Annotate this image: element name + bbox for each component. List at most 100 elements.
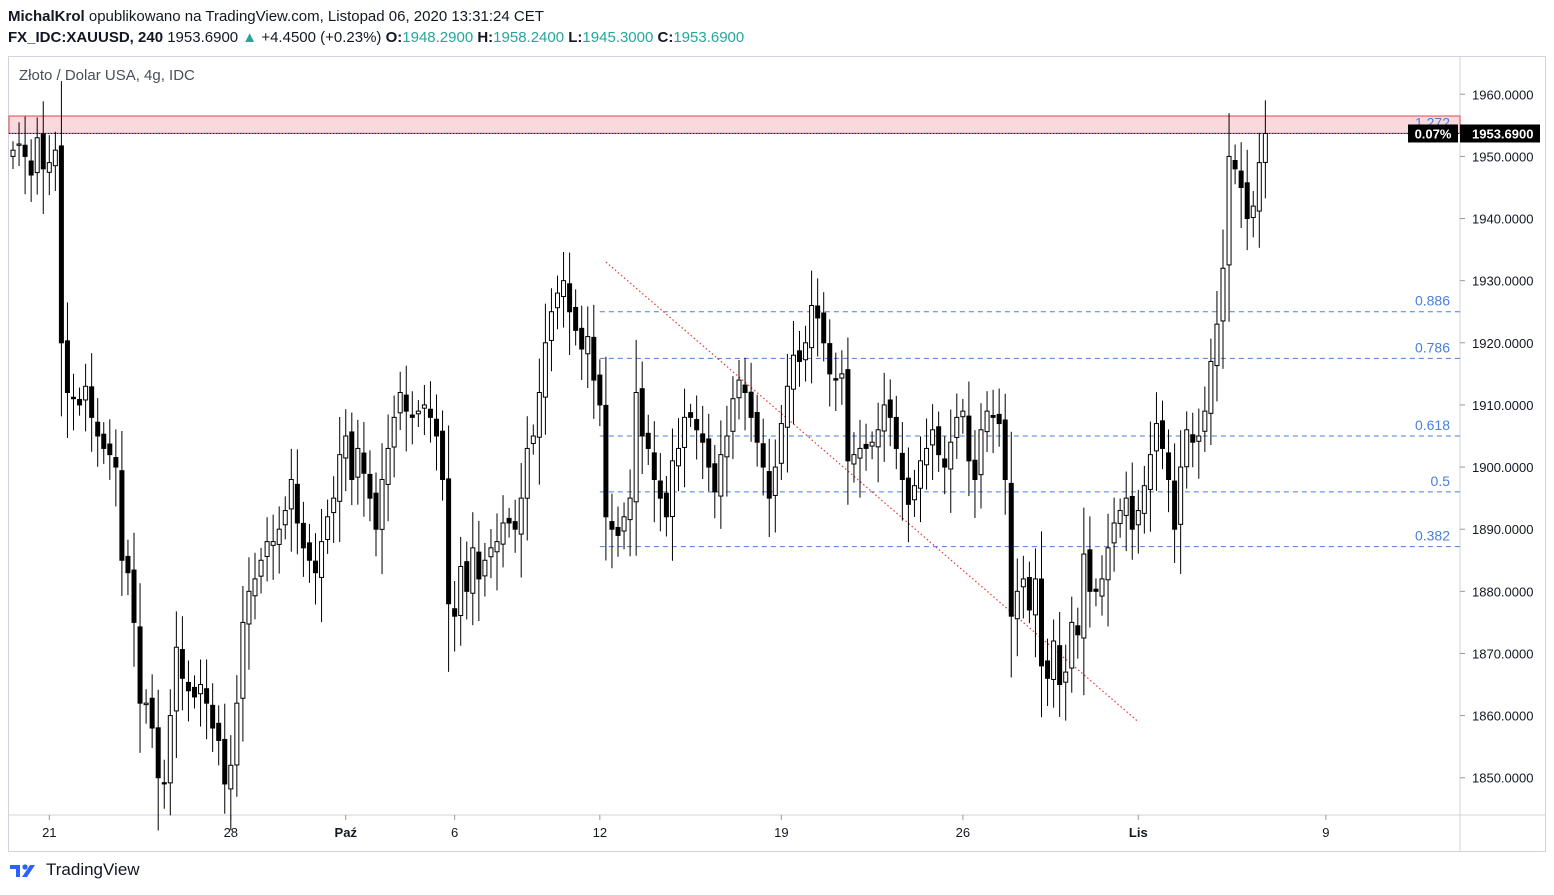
- candle-body: [434, 418, 439, 437]
- fib-label: 0.886: [1415, 293, 1450, 309]
- candle-body: [1135, 510, 1141, 526]
- candle-body: [427, 408, 433, 418]
- pane-title: Złoto / Dolar USA, 4g, IDC: [19, 67, 195, 84]
- close-value: 1953.6900: [673, 29, 745, 46]
- candle-body: [319, 541, 325, 578]
- candle-body: [924, 447, 930, 466]
- candle-body: [1008, 482, 1014, 617]
- candle-body: [905, 477, 911, 505]
- candle-body: [1069, 621, 1075, 669]
- candle-body: [615, 526, 621, 536]
- candle-body: [1153, 423, 1159, 452]
- candle: [1069, 596, 1075, 693]
- candle-body: [204, 688, 210, 704]
- candle: [839, 350, 845, 405]
- candle-body: [1002, 419, 1008, 480]
- high-label: H:: [477, 29, 494, 46]
- candle-body: [288, 478, 294, 510]
- candle: [736, 359, 742, 420]
- candle-body: [676, 447, 681, 467]
- candle: [1057, 612, 1063, 717]
- candle-body: [778, 423, 784, 464]
- candle: [1051, 619, 1057, 708]
- candle: [1045, 638, 1051, 706]
- candle-body: [185, 681, 191, 692]
- x-tick-label: 26: [956, 825, 970, 840]
- candle: [89, 353, 95, 452]
- candle-body: [815, 305, 821, 319]
- candle: [1093, 578, 1099, 607]
- candle: [573, 289, 579, 346]
- candle-body: [500, 522, 506, 545]
- candle: [500, 495, 506, 568]
- chart-header: MichalKrol opublikowano na TradingView.c…: [8, 6, 744, 48]
- candle: [46, 135, 52, 196]
- footer-brand[interactable]: TradingView: [10, 860, 140, 880]
- candle: [1166, 429, 1172, 513]
- candle: [688, 403, 694, 427]
- candle-body: [893, 416, 899, 449]
- candle: [609, 493, 615, 569]
- candle-body: [821, 312, 827, 344]
- candle: [790, 320, 796, 425]
- candle: [482, 542, 488, 597]
- candle-body: [409, 414, 415, 418]
- candle-body: [131, 569, 137, 623]
- author-name[interactable]: MichalKrol: [8, 8, 85, 25]
- candle-body: [325, 516, 331, 541]
- candle-body: [355, 447, 361, 478]
- candle-body: [1063, 671, 1069, 683]
- candle-body: [1202, 410, 1208, 432]
- candle-body: [52, 149, 58, 167]
- candle: [797, 330, 802, 387]
- y-tick-label: 1880.0000: [1472, 584, 1533, 599]
- candle: [518, 463, 524, 578]
- candle-body: [192, 686, 197, 698]
- candle-body: [1111, 522, 1117, 544]
- candle: [16, 122, 22, 167]
- candle-body: [555, 292, 560, 309]
- candle: [1178, 430, 1184, 574]
- candle-body: [331, 497, 337, 514]
- candle: [349, 412, 355, 506]
- candle: [803, 325, 809, 382]
- chart-frame[interactable]: [8, 56, 1546, 852]
- candle-body: [452, 608, 458, 617]
- candle-body: [948, 441, 954, 470]
- candle-body: [34, 137, 40, 174]
- candle: [1123, 471, 1129, 552]
- candle: [40, 101, 46, 214]
- candle: [694, 395, 700, 460]
- candle-body: [40, 133, 46, 170]
- candle: [585, 306, 591, 389]
- candle-body: [1256, 162, 1262, 212]
- candle-body: [1099, 578, 1105, 597]
- candle: [905, 447, 911, 543]
- candle-body: [736, 379, 742, 399]
- candle-body: [58, 145, 64, 344]
- candle: [815, 278, 821, 357]
- candle-body: [149, 697, 155, 729]
- candle: [548, 288, 554, 372]
- candle: [936, 411, 942, 472]
- candle-body: [1208, 360, 1214, 414]
- candle: [863, 423, 869, 471]
- candle: [137, 583, 143, 753]
- candle-body: [748, 391, 754, 418]
- candle-body: [845, 369, 851, 462]
- candle: [990, 389, 996, 454]
- candle: [440, 410, 446, 501]
- candle-body: [887, 399, 893, 418]
- candle-body: [470, 547, 476, 594]
- candle: [930, 404, 936, 481]
- candle-body: [1057, 645, 1063, 686]
- candle: [476, 520, 482, 622]
- candle: [972, 430, 978, 519]
- candle-body: [542, 342, 548, 398]
- candle: [434, 394, 439, 471]
- candle: [252, 552, 258, 620]
- candle-body: [270, 541, 276, 546]
- candle: [282, 496, 288, 540]
- candle-body: [639, 388, 645, 437]
